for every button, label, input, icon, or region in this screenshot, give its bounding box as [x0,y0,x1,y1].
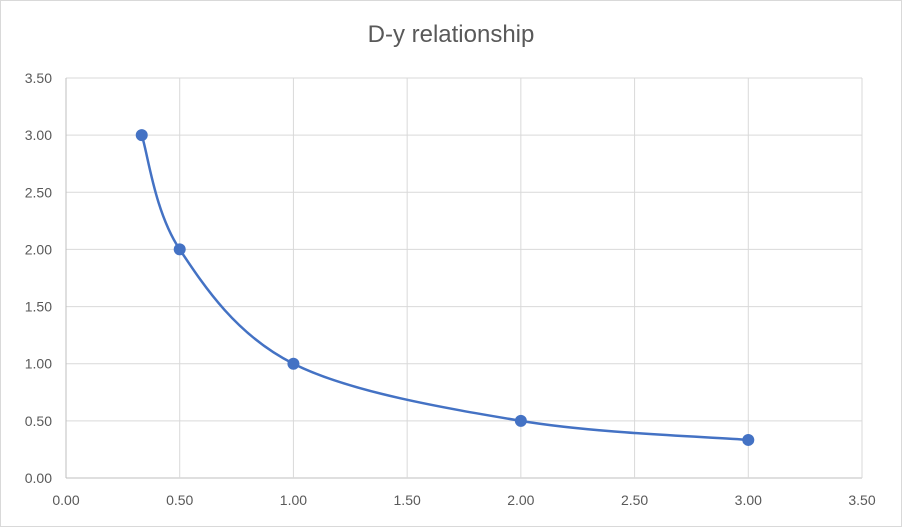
x-tick-label: 1.00 [280,492,307,508]
y-tick-label: 1.00 [25,356,52,372]
y-tick-label: 3.50 [25,70,52,86]
y-tick-label: 1.50 [25,299,52,315]
series-line [140,134,749,442]
x-tick-label: 3.50 [848,492,875,508]
x-tick-label: 2.50 [621,492,648,508]
x-tick-label: 1.50 [394,492,421,508]
data-point [742,433,755,446]
x-tick-label: 2.00 [507,492,534,508]
x-tick-label: 3.00 [735,492,762,508]
y-tick-label: 0.50 [25,413,52,429]
x-tick-label: 0.50 [166,492,193,508]
chart-title: D-y relationship [367,21,535,48]
y-tick-label: 2.50 [25,184,52,200]
y-tick-label: 0.00 [25,470,52,486]
data-point [135,129,148,142]
x-tick-label: 0.00 [52,492,79,508]
data-point [173,243,186,256]
y-tick-label: 3.00 [25,127,52,143]
y-tick-label: 2.00 [25,241,52,257]
data-point [287,357,300,370]
data-point [514,414,527,427]
